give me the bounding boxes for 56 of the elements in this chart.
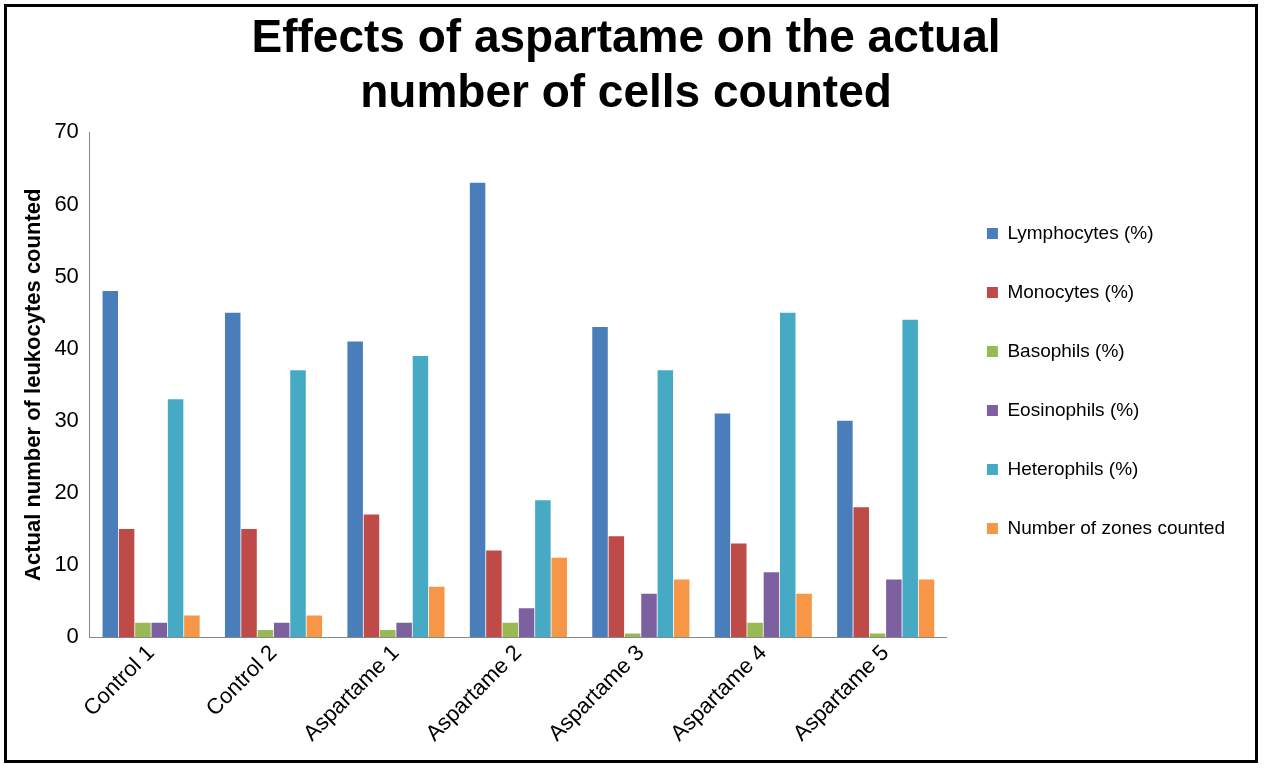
legend-label: Lymphocytes (%) bbox=[1007, 221, 1154, 243]
bar bbox=[551, 557, 567, 638]
bar bbox=[535, 500, 551, 638]
y-tick-label: 70 bbox=[54, 118, 79, 144]
bar bbox=[763, 572, 780, 638]
y-tick-label: 50 bbox=[54, 262, 79, 288]
bar bbox=[469, 182, 486, 638]
bar bbox=[429, 586, 445, 638]
bar bbox=[502, 622, 518, 638]
bar bbox=[886, 579, 902, 638]
y-tick-label: 0 bbox=[66, 623, 79, 649]
bar bbox=[380, 629, 396, 638]
bar bbox=[347, 341, 363, 638]
bar bbox=[241, 528, 257, 638]
bar bbox=[837, 420, 853, 638]
y-tick-label: 20 bbox=[54, 478, 79, 504]
bar bbox=[592, 327, 608, 638]
bar bbox=[518, 608, 535, 638]
bar bbox=[412, 355, 429, 638]
y-tick-label: 40 bbox=[54, 334, 79, 360]
y-tick-label: 10 bbox=[54, 551, 79, 577]
bar bbox=[673, 579, 690, 638]
bar bbox=[184, 615, 200, 638]
chart-title: Effects of aspartame on the actual number of cells counted bbox=[251, 10, 1001, 118]
bar bbox=[714, 413, 731, 638]
bar bbox=[608, 536, 625, 638]
bar bbox=[257, 629, 274, 638]
y-tick-label: 60 bbox=[54, 190, 79, 216]
legend-label: Monocytes (%) bbox=[1007, 280, 1135, 302]
bar bbox=[363, 514, 380, 638]
legend-label: Eosinophils (%) bbox=[1007, 398, 1140, 420]
legend-label: Basophils (%) bbox=[1007, 339, 1125, 361]
bar bbox=[918, 579, 935, 638]
bar bbox=[902, 319, 918, 638]
bar bbox=[151, 622, 168, 638]
bar bbox=[396, 622, 412, 638]
y-tick-label: 30 bbox=[54, 406, 79, 432]
bar bbox=[486, 550, 502, 638]
legend-label: Number of zones counted bbox=[1007, 516, 1226, 538]
bar bbox=[135, 622, 151, 638]
bar bbox=[273, 622, 290, 638]
bar bbox=[641, 593, 657, 638]
bar bbox=[780, 312, 796, 638]
bar bbox=[306, 615, 323, 638]
bar bbox=[102, 291, 119, 638]
bar bbox=[224, 312, 241, 638]
bar bbox=[796, 593, 812, 638]
bar bbox=[118, 528, 135, 638]
y-axis-title: Actual number of leukocytes counted bbox=[20, 188, 46, 581]
bar bbox=[167, 399, 184, 638]
bar bbox=[657, 370, 674, 638]
bar bbox=[747, 622, 763, 638]
bar bbox=[731, 543, 747, 638]
legend-label: Heterophils (%) bbox=[1007, 457, 1139, 479]
bar bbox=[290, 370, 306, 638]
bar bbox=[853, 507, 869, 638]
